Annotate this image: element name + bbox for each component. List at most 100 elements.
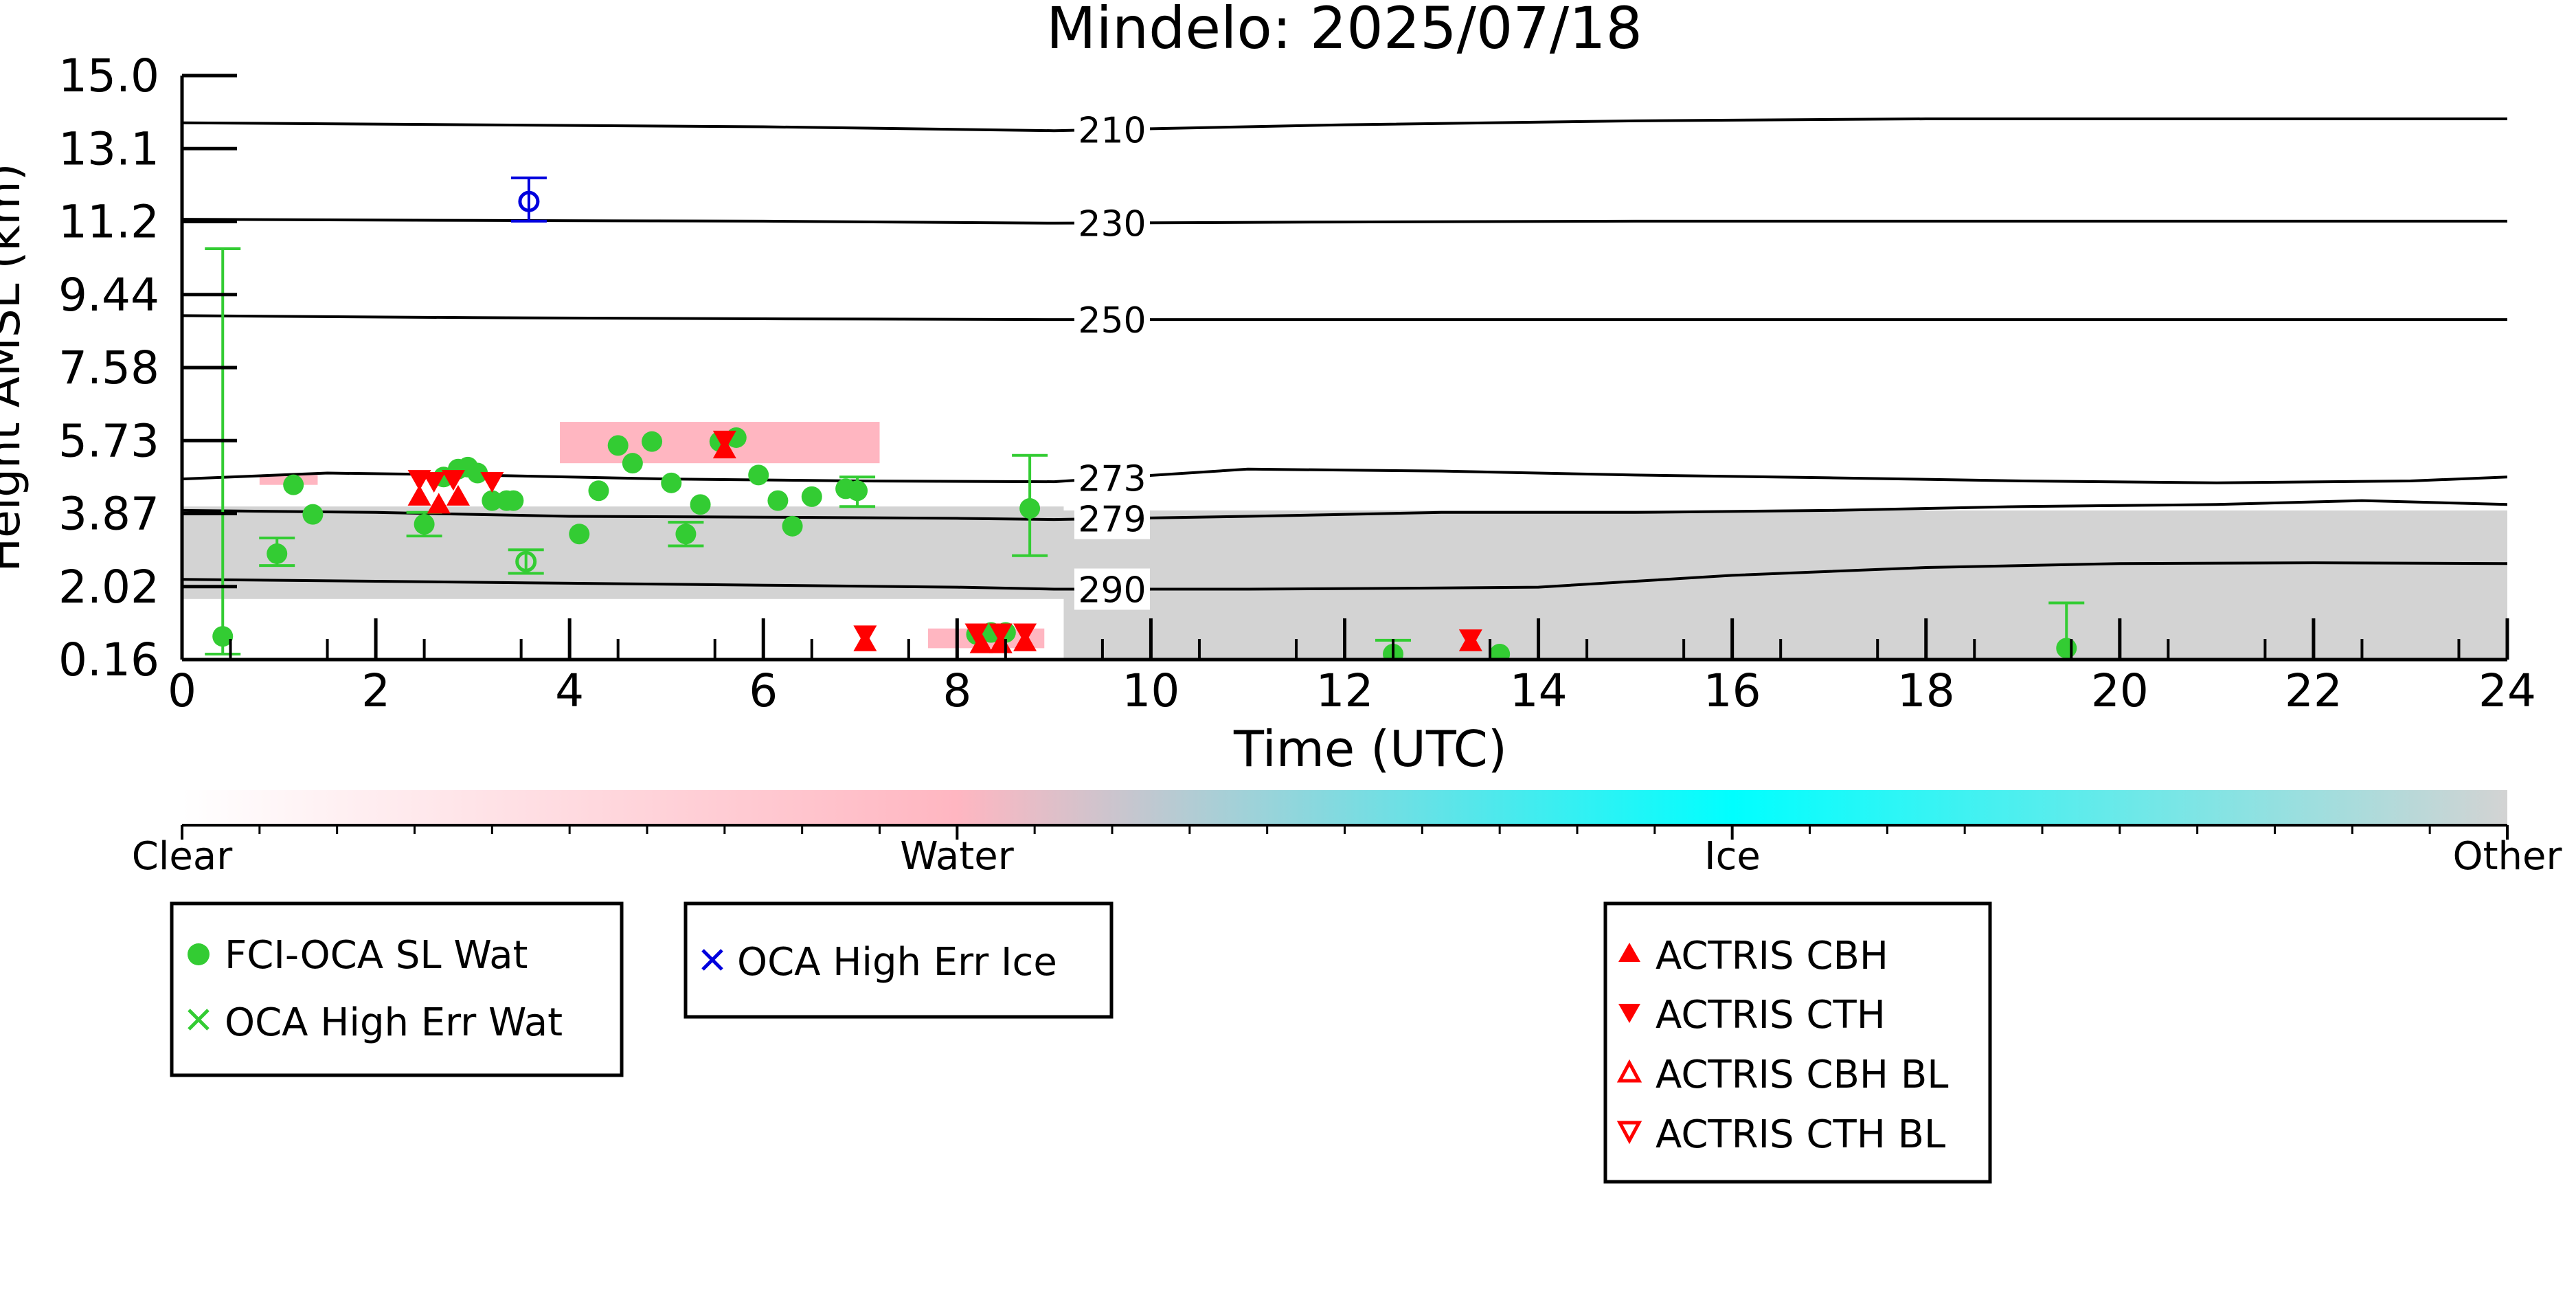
- point-s4-6: [964, 623, 988, 644]
- point-s3-1: [427, 493, 451, 514]
- x-tick-label-2: 2: [361, 664, 390, 717]
- point-s0-23: [767, 490, 789, 511]
- y-tick-label-7: 13.1: [58, 122, 159, 175]
- point-s0-33: [1489, 643, 1511, 660]
- point-s0-4: [414, 513, 435, 535]
- point-s4-7: [988, 623, 1013, 644]
- legend-label-fci-oca-sl-wat: FCI-OCA SL Wat: [225, 933, 528, 978]
- legend-label-actris-cth: ACTRIS CTH: [1656, 993, 1886, 1037]
- point-s0-34: [2056, 638, 2077, 659]
- x-tick-label-22: 22: [2285, 664, 2342, 717]
- point-s0-19: [690, 494, 711, 515]
- point-s0-25: [801, 486, 822, 507]
- point-s0-16: [642, 431, 663, 452]
- legend-marker-actris-cbh-bl: [1616, 1059, 1642, 1083]
- y-tick-label-1: 2.02: [58, 561, 159, 614]
- point-s0-11: [503, 490, 524, 511]
- contour-line-279: [182, 499, 2507, 521]
- y-tick-label-0: 0.16: [58, 633, 159, 686]
- contour-line-230: [182, 218, 2507, 225]
- data-markers: [212, 190, 2077, 660]
- temperature-contours: [182, 117, 2507, 591]
- point-s3-2: [446, 484, 470, 506]
- colorbar-label-other: Other: [2452, 834, 2562, 879]
- point-s0-9: [482, 490, 503, 511]
- y-tick-label-8: 15.0: [58, 49, 159, 102]
- point-s0-2: [283, 474, 304, 495]
- legend-ice: OCA High Err Ice: [683, 901, 1114, 1019]
- point-s0-13: [588, 480, 609, 502]
- contour-label-210: 210: [1078, 110, 1146, 151]
- colorbar-label-water: Water: [900, 834, 1015, 879]
- contour-label-250: 250: [1078, 300, 1146, 341]
- contour-label-290: 290: [1078, 570, 1146, 611]
- point-s0-14: [607, 435, 629, 456]
- phase-colorbar: Clear Water Ice Other: [132, 790, 2562, 879]
- colorbar-ticks: [181, 825, 2509, 840]
- y-tick-label-2: 3.87: [58, 488, 159, 541]
- point-s0-8: [467, 462, 488, 484]
- x-tick-label-16: 16: [1704, 664, 1761, 717]
- point-s0-27: [847, 480, 868, 502]
- error-bars: [205, 176, 2085, 660]
- point-s3-0: [407, 484, 431, 506]
- x-tick-label-4: 4: [555, 664, 584, 717]
- point-s0-15: [622, 453, 643, 474]
- point-s4-1: [422, 471, 446, 493]
- legend-marker-oca-high-err-ice: [701, 949, 723, 971]
- colorbar-label-clear: Clear: [132, 834, 233, 879]
- contour-line-210: [182, 117, 2507, 133]
- legend-label-actris-cbh-bl: ACTRIS CBH BL: [1656, 1053, 1948, 1097]
- y-tick-label-4: 7.58: [58, 341, 159, 394]
- x-axis-label: Time (UTC): [1233, 720, 1507, 778]
- x-tick-label-12: 12: [1316, 664, 1374, 717]
- y-tick-label-3: 5.73: [58, 414, 159, 467]
- plot-area: [182, 117, 2507, 660]
- contour-label-230: 230: [1078, 203, 1146, 245]
- point-s0-1: [267, 543, 288, 564]
- point-s2-0: [518, 190, 540, 212]
- x-tick-label-14: 14: [1510, 664, 1568, 717]
- x-tick-label-24: 24: [2478, 664, 2536, 717]
- contour-line-250: [182, 314, 2507, 322]
- point-s4-9: [1458, 629, 1482, 651]
- legend-label-actris-cth-bl: ACTRIS CTH BL: [1656, 1112, 1945, 1157]
- point-s0-17: [661, 472, 682, 493]
- legend-label-oca-high-err-wat: OCA High Err Wat: [225, 1000, 563, 1045]
- contour-line-273: [182, 467, 2507, 484]
- point-s0-12: [569, 524, 590, 545]
- contour-label-273: 273: [1078, 459, 1146, 500]
- y-axis-label: Height AMSL (km): [0, 164, 30, 572]
- legend-marker-actris-cth: [1618, 1004, 1640, 1023]
- point-s4-2: [441, 470, 465, 491]
- legend-marker-actris-cth-bl: [1616, 1121, 1642, 1145]
- x-tick-label-18: 18: [1897, 664, 1955, 717]
- point-s4-4: [712, 430, 736, 451]
- x-tick-label-0: 0: [168, 664, 196, 717]
- point-s4-3: [480, 471, 504, 493]
- y-tick-label-5: 9.44: [58, 269, 159, 322]
- legend-water-frame: [170, 901, 624, 1077]
- legend-marker-oca-high-err-wat: [188, 1009, 210, 1031]
- contour-label-bg-273: [1074, 457, 1150, 499]
- point-s0-24: [782, 515, 803, 537]
- contour-label-bg-290: [1074, 568, 1150, 610]
- x-tick-label-20: 20: [2091, 664, 2149, 717]
- point-s1-0: [515, 550, 537, 572]
- point-s0-18: [675, 524, 697, 545]
- x-tick-label-8: 8: [942, 664, 971, 717]
- x-tick-label-6: 6: [749, 664, 778, 717]
- contour-label-bg-230: [1074, 202, 1150, 244]
- legend-label-actris-cbh: ACTRIS CBH: [1656, 934, 1888, 978]
- point-s0-0: [212, 626, 234, 647]
- point-s3-5: [969, 632, 993, 653]
- contour-line-290: [182, 561, 2507, 591]
- legend-actris-frame: [1603, 901, 1992, 1184]
- phase-region-1: [1063, 510, 2507, 658]
- legend-marker-fci-oca-sl-wat: [188, 943, 210, 965]
- point-s4-5: [853, 625, 877, 647]
- axes: 0 2 4 6 8 10 12 14 16 18 20 22 240.162.023.875.737.5…: [58, 49, 2536, 717]
- y-tick-label-6: 11.2: [58, 196, 159, 249]
